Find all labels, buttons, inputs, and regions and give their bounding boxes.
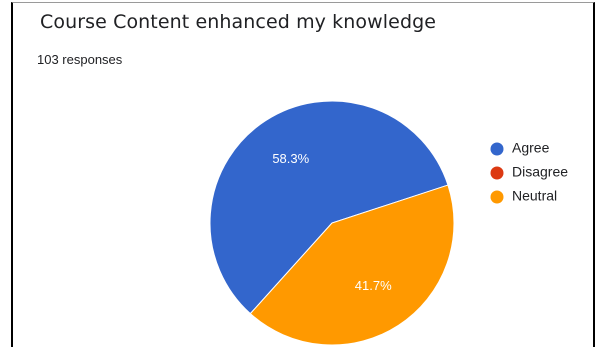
chart-legend: Agree Disagree Neutral <box>490 140 568 204</box>
pie-slices <box>209 100 455 346</box>
legend-marker-disagree <box>490 166 504 180</box>
pie-slice-neutral <box>249 184 455 346</box>
legend-marker-neutral <box>490 190 504 204</box>
legend-marker-agree <box>490 142 504 156</box>
legend-label-neutral: Neutral <box>512 188 557 204</box>
response-count: 103 responses <box>37 52 123 67</box>
legend-label-disagree: Disagree <box>512 164 568 180</box>
legend-label-agree: Agree <box>512 140 550 156</box>
pie-slice-labels: 58.3% 41.7% <box>272 151 392 293</box>
slice-label-agree: 58.3% <box>272 151 309 166</box>
pie-slice-agree <box>209 100 449 315</box>
chart-title: Course Content enhanced my knowledge <box>40 11 437 33</box>
slice-label-neutral: 41.7% <box>355 278 392 293</box>
